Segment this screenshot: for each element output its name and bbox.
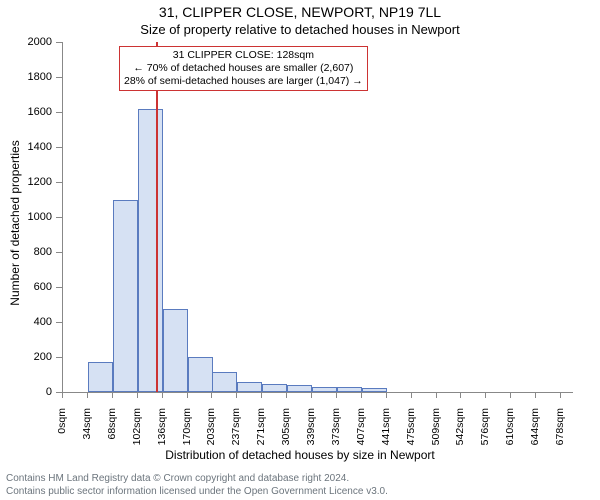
y-tick-label: 400 [22, 316, 52, 328]
y-tick [56, 182, 62, 183]
x-tick [560, 392, 561, 398]
y-tick-label: 1800 [22, 71, 52, 83]
histogram-bar [362, 388, 387, 392]
x-tick-label: 475sqm [405, 408, 417, 445]
x-tick [485, 392, 486, 398]
x-tick [311, 392, 312, 398]
x-tick-label: 305sqm [280, 408, 292, 445]
x-tick-label: 237sqm [230, 408, 242, 445]
y-tick [56, 112, 62, 113]
histogram-bar [312, 387, 337, 392]
x-tick-label: 34sqm [81, 408, 93, 440]
histogram-bar [287, 385, 312, 392]
y-tick [56, 147, 62, 148]
histogram-bar [188, 357, 213, 392]
x-tick [187, 392, 188, 398]
x-tick-label: 576sqm [479, 408, 491, 445]
histogram-bar [337, 387, 362, 392]
y-tick-label: 1000 [22, 211, 52, 223]
x-tick-label: 203sqm [205, 408, 217, 445]
y-tick [56, 42, 62, 43]
y-tick-label: 200 [22, 351, 52, 363]
x-tick [361, 392, 362, 398]
y-tick-label: 1600 [22, 106, 52, 118]
y-tick-label: 2000 [22, 36, 52, 48]
x-tick [460, 392, 461, 398]
x-tick-label: 170sqm [181, 408, 193, 445]
footer-line-1: Contains HM Land Registry data © Crown c… [6, 473, 594, 486]
y-tick-label: 800 [22, 246, 52, 258]
x-tick [211, 392, 212, 398]
x-tick-label: 102sqm [131, 408, 143, 445]
annotation-line: 28% of semi-detached houses are larger (… [124, 75, 363, 88]
annotation-line: ← 70% of detached houses are smaller (2,… [124, 62, 363, 75]
histogram-bar [138, 109, 163, 393]
x-tick [112, 392, 113, 398]
x-tick [411, 392, 412, 398]
x-tick-label: 136sqm [156, 408, 168, 445]
x-tick-label: 373sqm [330, 408, 342, 445]
annotation-line: 31 CLIPPER CLOSE: 128sqm [124, 49, 363, 62]
x-tick [162, 392, 163, 398]
histogram-bar [237, 382, 262, 392]
y-tick-label: 1200 [22, 176, 52, 188]
x-tick-label: 509sqm [430, 408, 442, 445]
histogram-bar [113, 200, 138, 392]
property-marker-line [156, 42, 158, 392]
attribution-footer: Contains HM Land Registry data © Crown c… [6, 473, 594, 498]
histogram-bar [262, 384, 287, 392]
y-tick [56, 287, 62, 288]
x-tick [286, 392, 287, 398]
x-tick [62, 392, 63, 398]
x-tick [510, 392, 511, 398]
y-tick-label: 0 [22, 386, 52, 398]
y-tick-label: 1400 [22, 141, 52, 153]
footer-line-2: Contains public sector information licen… [6, 486, 594, 499]
x-tick-label: 0sqm [56, 408, 68, 434]
x-tick-label: 610sqm [504, 408, 516, 445]
y-tick [56, 357, 62, 358]
x-tick-label: 68sqm [106, 408, 118, 440]
x-tick [87, 392, 88, 398]
y-tick [56, 77, 62, 78]
chart-title-sub: Size of property relative to detached ho… [0, 22, 600, 37]
x-tick-label: 407sqm [355, 408, 367, 445]
x-tick-label: 542sqm [454, 408, 466, 445]
chart-title-main: 31, CLIPPER CLOSE, NEWPORT, NP19 7LL [0, 4, 600, 20]
x-tick-label: 678sqm [554, 408, 566, 445]
histogram-bar [163, 309, 188, 392]
annotation-box: 31 CLIPPER CLOSE: 128sqm← 70% of detache… [119, 46, 368, 91]
histogram-bar [88, 362, 113, 392]
x-axis-label: Distribution of detached houses by size … [0, 448, 600, 462]
x-tick [386, 392, 387, 398]
x-tick [137, 392, 138, 398]
y-tick-label: 600 [22, 281, 52, 293]
x-tick-label: 271sqm [255, 408, 267, 445]
y-tick [56, 217, 62, 218]
x-tick [436, 392, 437, 398]
x-tick-label: 644sqm [529, 408, 541, 445]
y-axis-label: Number of detached properties [8, 58, 22, 223]
plot-area: 31 CLIPPER CLOSE: 128sqm← 70% of detache… [62, 42, 573, 393]
x-tick [236, 392, 237, 398]
histogram-bar [212, 372, 237, 392]
x-tick-label: 339sqm [305, 408, 317, 445]
x-tick [535, 392, 536, 398]
x-tick-label: 441sqm [380, 408, 392, 445]
x-tick [261, 392, 262, 398]
y-tick [56, 252, 62, 253]
y-tick [56, 322, 62, 323]
x-tick [336, 392, 337, 398]
